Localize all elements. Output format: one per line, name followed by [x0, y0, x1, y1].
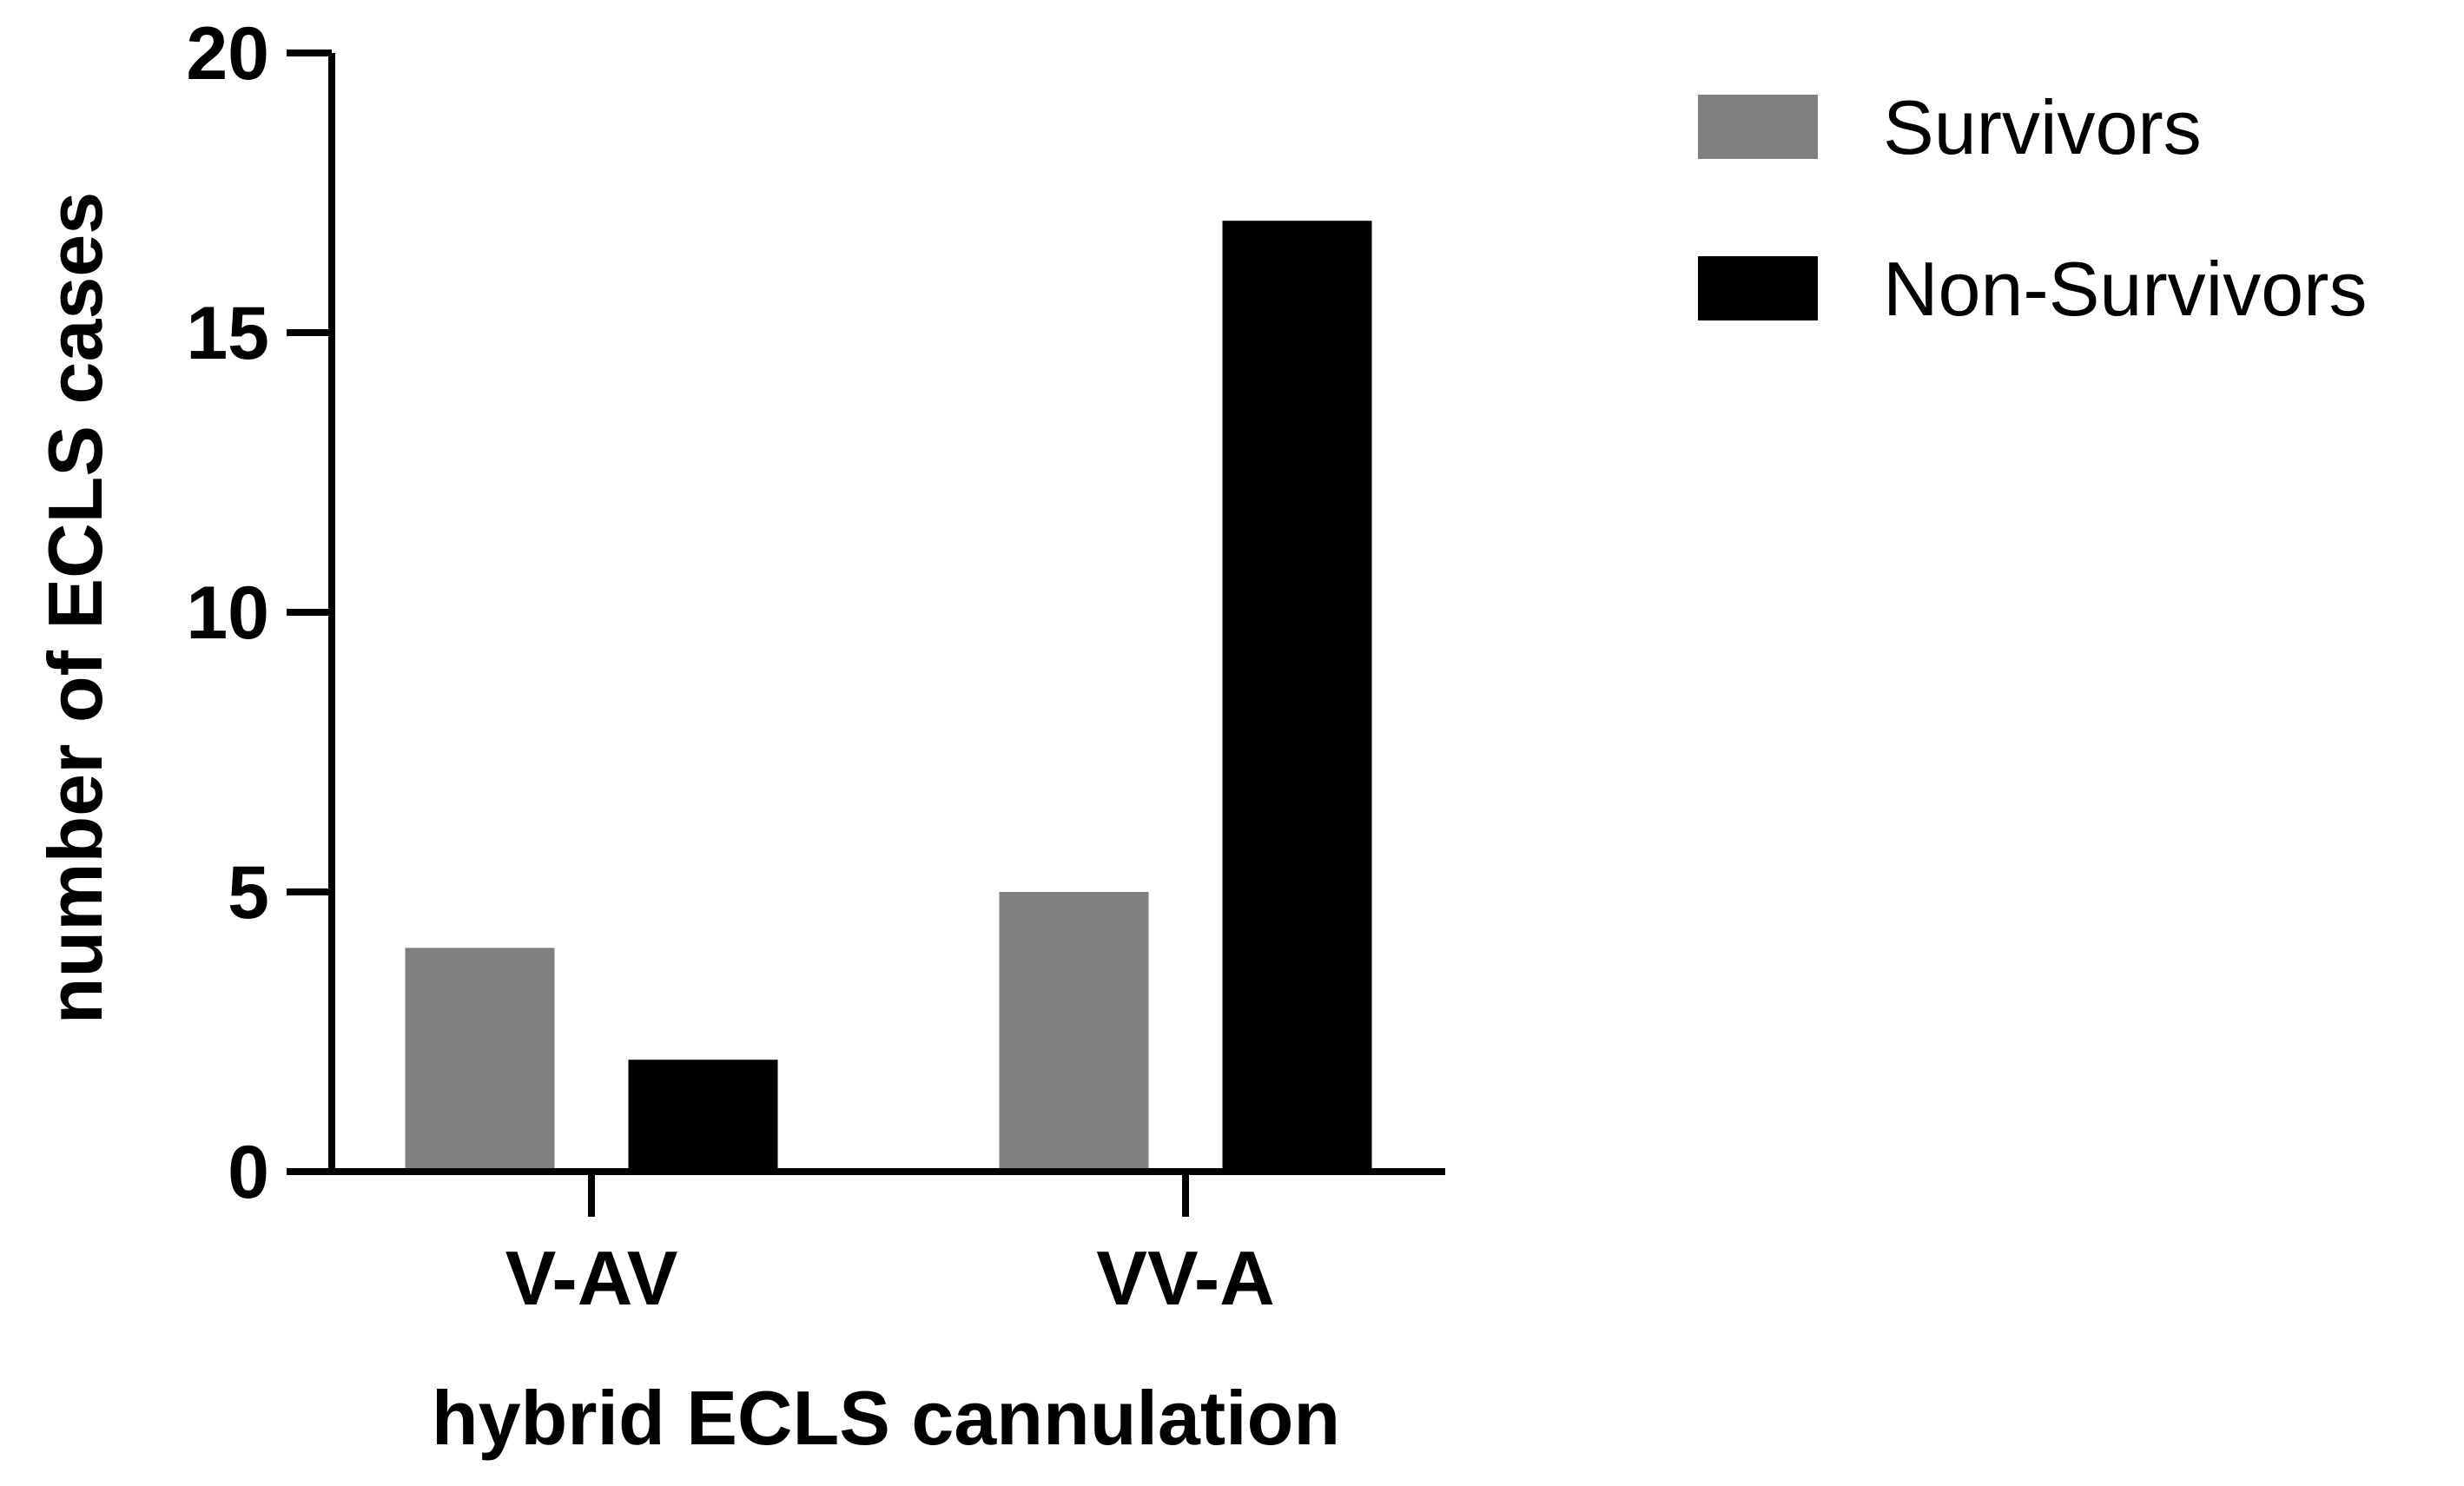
bars: [405, 221, 1372, 1172]
y-tick-label: 15: [186, 292, 269, 375]
y-tick-label: 5: [228, 851, 269, 935]
x-tick-label: VV-A: [1096, 1235, 1274, 1321]
legend-swatch: [1698, 95, 1818, 159]
x-tick-label: V-AV: [505, 1235, 678, 1321]
x-axis-ticks: V-AV VV-A: [505, 1172, 1275, 1321]
y-tick-label: 10: [186, 571, 269, 655]
legend: Survivors Non-Survivors: [1698, 84, 2367, 332]
x-axis-title: hybrid ECLS cannulation: [432, 1375, 1340, 1461]
bar-survivors-vv-a: [999, 892, 1149, 1172]
y-tick-label: 20: [186, 12, 269, 96]
y-tick-label: 0: [228, 1131, 269, 1214]
y-axis-title: number of ECLS cases: [32, 192, 118, 1025]
y-axis-ticks: 0 5 10 15 20: [186, 12, 332, 1214]
legend-label: Non-Survivors: [1883, 246, 2367, 332]
legend-label: Survivors: [1883, 84, 2202, 170]
bar-non-survivors-vv-a: [1222, 221, 1372, 1172]
legend-swatch: [1698, 256, 1818, 320]
bar-non-survivors-v-av: [628, 1060, 778, 1172]
axes: [328, 53, 1445, 1175]
bar-survivors-v-av: [405, 948, 555, 1172]
